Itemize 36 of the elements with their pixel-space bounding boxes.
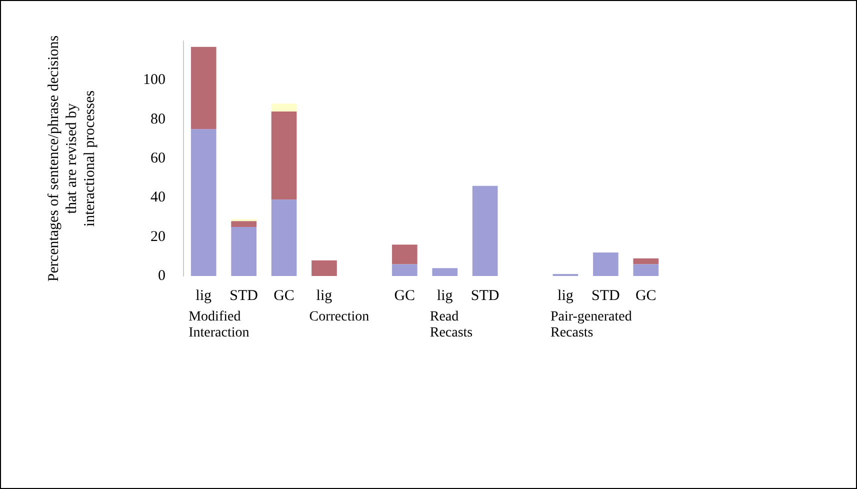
text: Correction <box>309 310 370 325</box>
bar <box>472 186 498 276</box>
bar <box>190 129 216 276</box>
x-tick-label: lig <box>558 288 574 304</box>
bar <box>271 200 297 276</box>
bar <box>271 104 297 112</box>
text: Modified Interaction <box>188 310 250 341</box>
text: Read Recasts <box>430 310 473 341</box>
bar <box>190 46 216 130</box>
bar <box>231 227 256 276</box>
y-tick-label: 20 <box>150 228 166 245</box>
bar <box>312 260 337 276</box>
bar <box>633 258 659 264</box>
text: Pair-generated Recasts <box>550 310 632 341</box>
bar <box>392 264 418 276</box>
y-tick-label: 100 <box>143 72 166 88</box>
bar <box>271 112 297 200</box>
y-tick-label: 0 <box>158 268 166 284</box>
x-tick-label: STD <box>230 288 258 304</box>
y-axis-title: Percentages of sentence/phrase decisions that are revised by interactional processes <box>46 35 98 282</box>
x-tick-label: GC <box>394 288 416 304</box>
y-tick-label: 80 <box>150 111 166 128</box>
x-tick-label: lig <box>196 288 212 304</box>
bar <box>392 244 418 264</box>
bar <box>432 268 458 276</box>
x-tick-label: GC <box>274 288 294 304</box>
x-tick-label: lig <box>316 288 333 304</box>
x-tick-label: STD <box>470 288 500 304</box>
y-tick-label: 60 <box>150 150 166 166</box>
bar <box>593 252 618 276</box>
bar <box>231 221 256 228</box>
bar <box>633 264 659 276</box>
x-tick-label: GC <box>635 288 656 304</box>
y-tick-label: 40 <box>150 190 166 206</box>
x-tick-label: lig <box>436 288 454 304</box>
x-tick-label: STD <box>592 288 620 304</box>
